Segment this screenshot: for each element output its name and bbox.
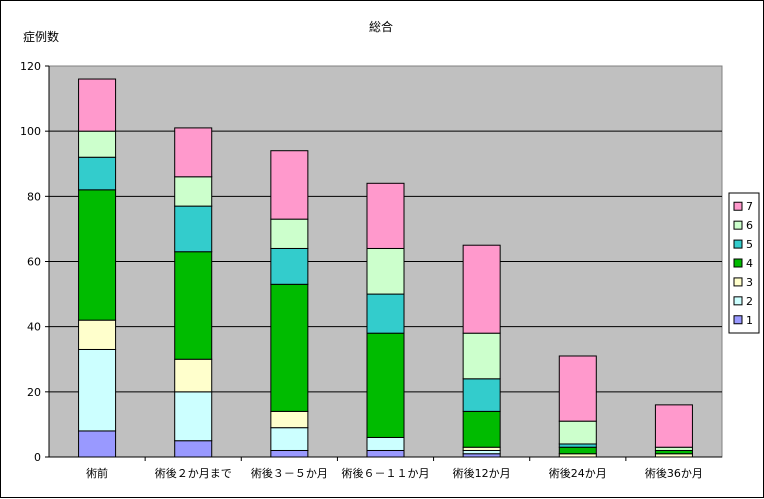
bar-segment-7 (366, 182, 405, 249)
x-tick-label: 術後６－１１か月 (342, 466, 430, 480)
legend-label: 4 (746, 257, 753, 270)
y-tick-label: 80 (27, 190, 41, 203)
bar-segment-6 (78, 130, 117, 158)
bar-segment-6 (366, 247, 405, 295)
legend-swatch (733, 239, 743, 249)
bar-segment-6 (174, 176, 213, 207)
bar-segment-6 (558, 420, 597, 445)
legend-label: 3 (746, 276, 753, 289)
x-tick-label: 術後３－５か月 (251, 466, 328, 480)
bar-segment-2 (78, 348, 117, 432)
bar-segment-6 (270, 218, 309, 249)
bar-segment-3 (270, 410, 309, 429)
bar-segment-2 (174, 391, 213, 442)
chart-title: 総合 (369, 19, 393, 34)
bar-segment-5 (462, 378, 501, 412)
bar-segment-2 (270, 427, 309, 451)
y-tick-label: 20 (27, 386, 41, 399)
bar-segment-7 (78, 78, 117, 132)
legend-label: 2 (746, 295, 753, 308)
legend-label: 7 (746, 200, 753, 213)
bar-segment-1 (270, 449, 309, 458)
legend-swatch (733, 220, 743, 230)
bar-segment-2 (366, 436, 405, 451)
x-tick-label: 術後12か月 (453, 466, 511, 480)
x-tick-label: 術前 (86, 466, 108, 480)
x-tick-label: 術後24か月 (549, 466, 607, 480)
y-tick-label: 0 (34, 451, 41, 464)
legend-swatch (733, 296, 743, 306)
bar-segment-1 (366, 449, 405, 458)
bars (78, 78, 693, 458)
bar-segment-1 (78, 430, 117, 458)
x-axis-labels: 術前 術後２か月まで 術後３－５か月 術後６－１１か月 術後12か月 術後24か月 術後36… (86, 457, 703, 480)
y-tick-label: 60 (27, 256, 41, 269)
bar-segment-5 (78, 156, 117, 191)
legend-label: 5 (746, 238, 753, 251)
y-tick-label: 100 (20, 125, 41, 138)
bar-segment-7 (270, 150, 309, 220)
bar-segment-7 (558, 355, 597, 422)
legend-swatch (733, 315, 743, 325)
legend: 7 6 5 4 3 2 1 (728, 192, 760, 334)
bar-segment-4 (366, 332, 405, 438)
y-axis-label: 症例数 (23, 29, 59, 44)
bar-segment-6 (462, 332, 501, 380)
bar-segment-3 (174, 358, 213, 393)
bar-segment-1 (174, 440, 213, 458)
bar-segment-4 (78, 189, 117, 321)
legend-label: 6 (746, 219, 753, 232)
x-tick-label: 術後36か月 (645, 466, 703, 480)
legend-swatch (733, 201, 743, 211)
bar-segment-5 (366, 293, 405, 334)
bar-segment-5 (270, 247, 309, 285)
bar-segment-5 (174, 205, 213, 253)
bar-segment-7 (654, 404, 693, 448)
bar-segment-4 (558, 446, 597, 455)
bar-segment-7 (174, 127, 213, 178)
bar-segment-3 (78, 319, 117, 350)
legend-label: 1 (746, 314, 753, 327)
bar-segment-7 (462, 244, 501, 334)
legend-swatch (733, 277, 743, 287)
bar-segment-4 (174, 251, 213, 360)
bar-segment-4 (462, 410, 501, 448)
legend-swatch (733, 258, 743, 268)
x-tick-label: 術後２か月まで (155, 466, 232, 480)
y-tick-label: 120 (20, 60, 41, 73)
bar-segment-4 (270, 283, 309, 412)
y-tick-label: 40 (27, 321, 41, 334)
